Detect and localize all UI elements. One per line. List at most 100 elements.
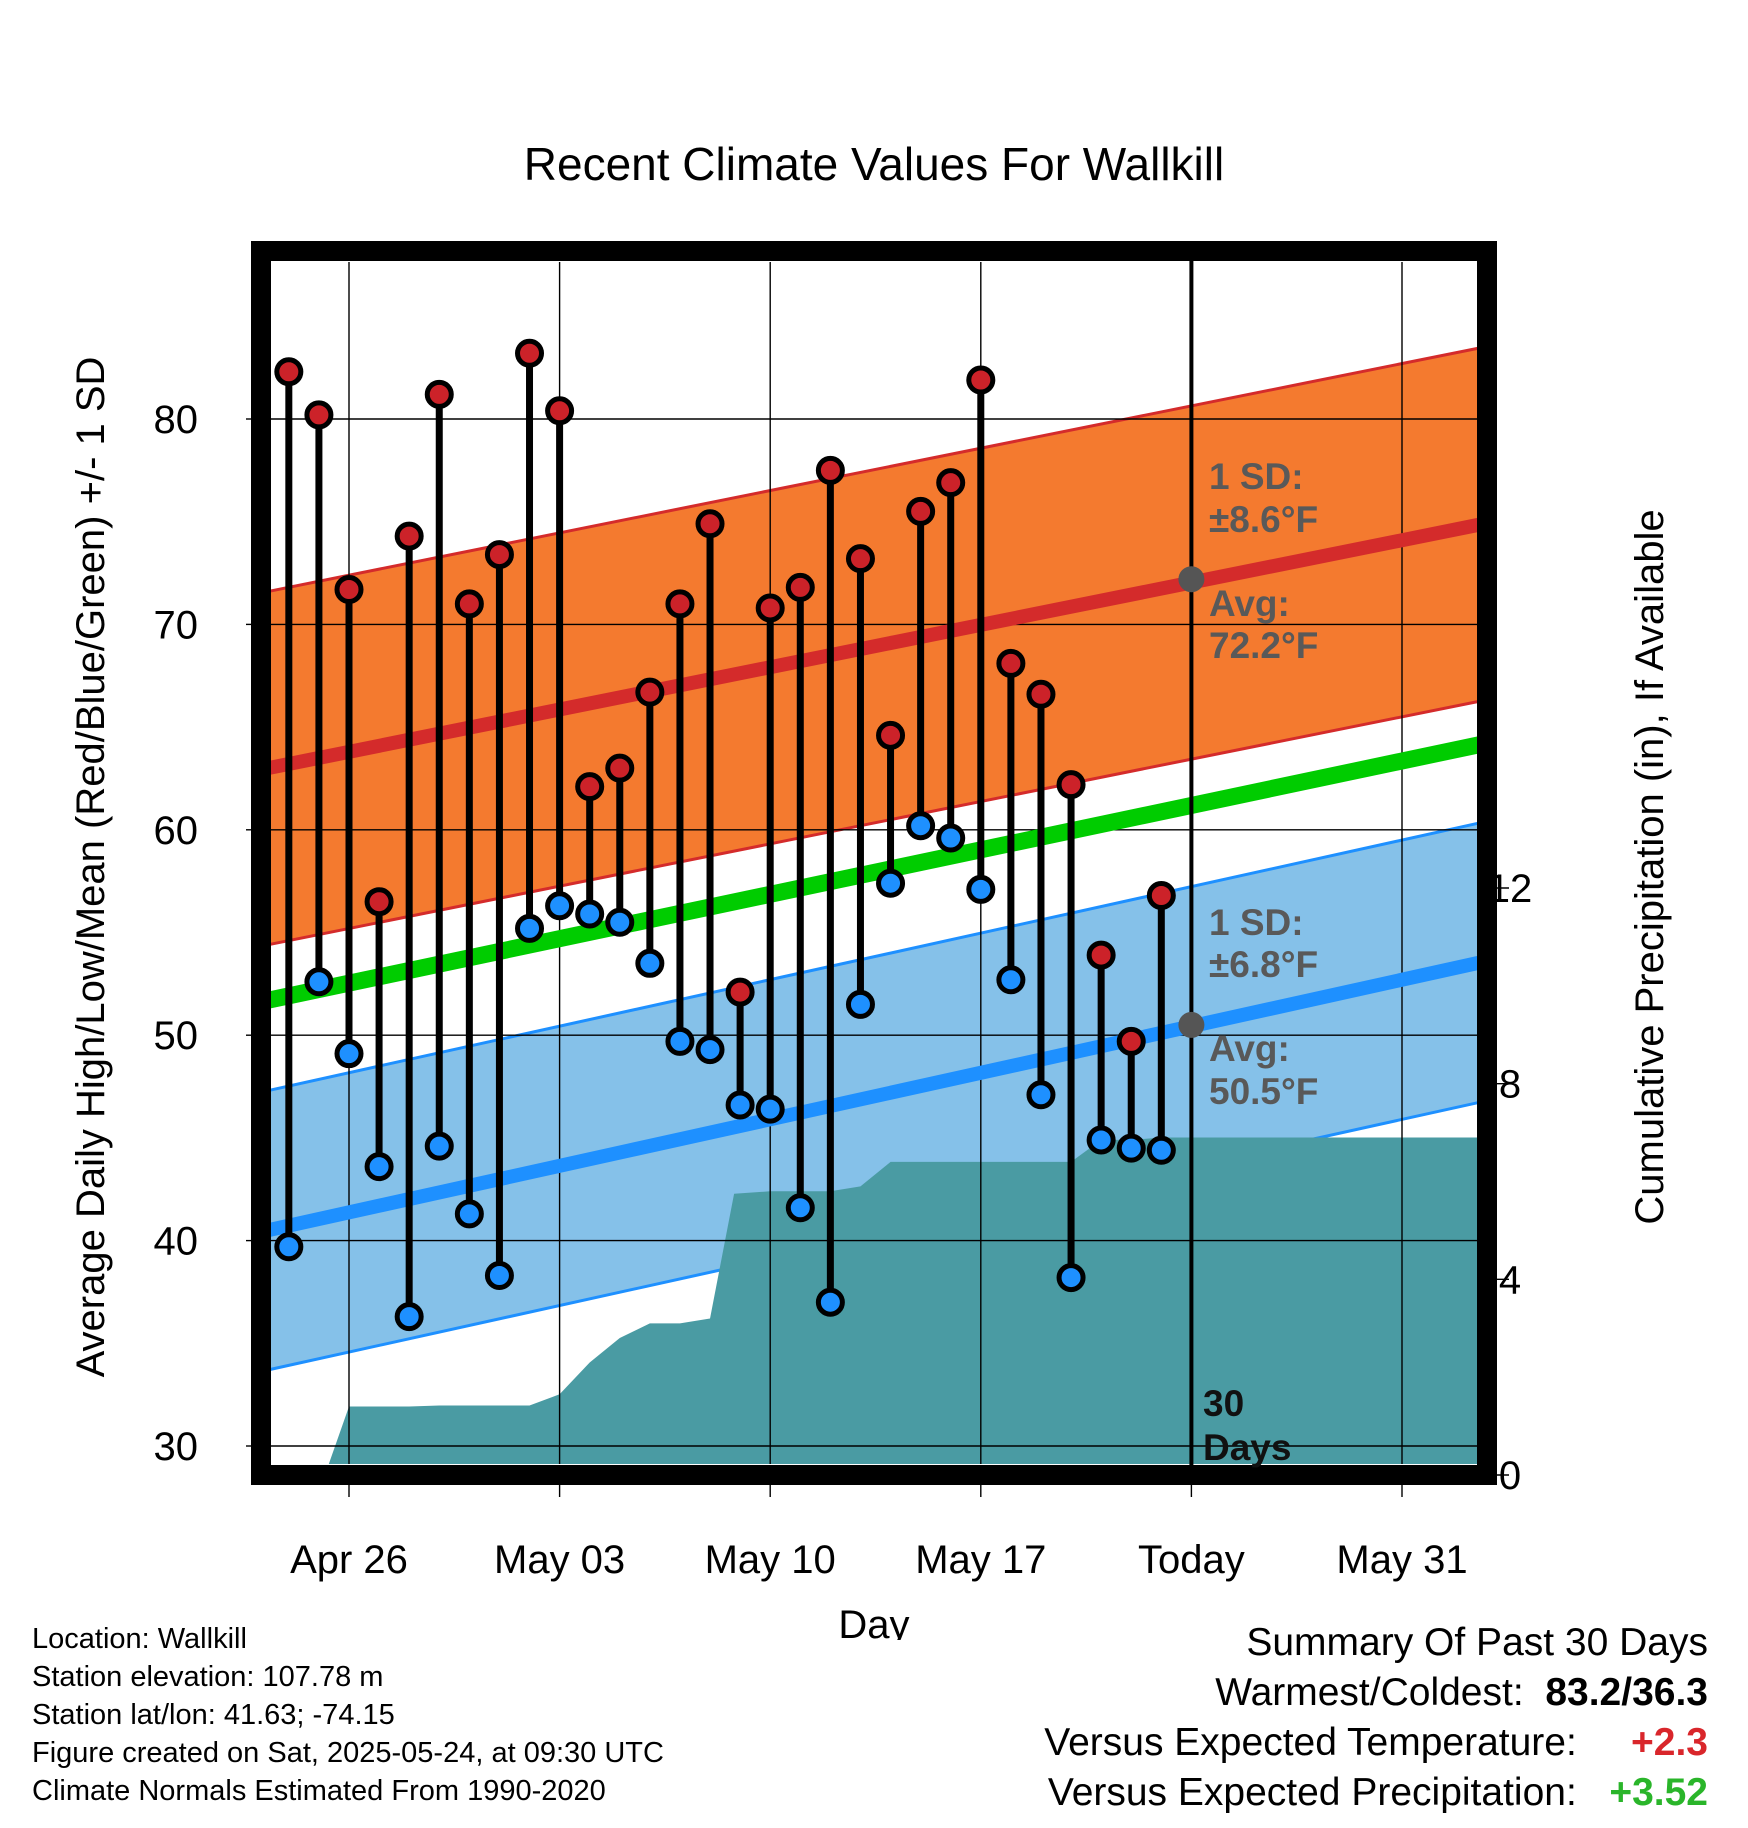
footer-created: Figure created on Sat, 2025-05-24, at 09… [32,1737,664,1769]
high-dot [1026,679,1056,709]
high-dot [906,496,936,526]
low-sd-label: 1 SD: [1209,902,1304,943]
high-dot [695,509,725,539]
low-dot [815,1287,845,1317]
low-dot [364,1152,394,1182]
xtick-label: Today [1138,1538,1245,1582]
low-dot [334,1039,364,1069]
xtick-label: May 03 [494,1538,625,1582]
high-dot [876,720,906,750]
low-sd-value: ±6.8°F [1209,944,1318,985]
footer-normals: Climate Normals Estimated From 1990-2020 [32,1775,606,1807]
high-dot [484,540,514,570]
high-dot [966,365,996,395]
low-dot [1116,1133,1146,1163]
plot-frame [251,241,1497,1485]
axis-ticks [246,315,1509,1497]
ytick-label: 50 [154,1014,199,1058]
high-sd-value: ±8.6°F [1209,499,1318,540]
low-dot [304,967,334,997]
low-dot [665,1026,695,1056]
y2tick-label: 0 [1499,1454,1521,1498]
high-dot [665,589,695,619]
high-dot [1086,940,1116,970]
ytick-label: 30 [154,1425,199,1469]
low-dot [755,1094,785,1124]
low-dot [695,1035,725,1065]
low-avg-value: 50.5°F [1209,1071,1318,1112]
xtick-label: May 31 [1336,1538,1467,1582]
footer-location: Location: Wallkill [32,1623,247,1655]
low-dot [876,868,906,898]
high-dot [515,338,545,368]
ytick-label: 80 [154,398,199,442]
high-dot [845,544,875,574]
precip-area [328,1137,1487,1464]
precip-layer [328,1137,1487,1464]
high-dot [1116,1026,1146,1056]
high-dot [364,887,394,917]
low-dot [424,1131,454,1161]
today-normal-low-dot [1178,1011,1205,1038]
low-dot [1026,1080,1056,1110]
axis-labels: 30 40 50 60 70 80 0 4 8 12 Apr 26 May 03 May 10 May 1… [69,138,1672,1640]
low-dot [966,874,996,904]
y2tick-label: 8 [1499,1063,1521,1107]
high-dot [635,677,665,707]
ytick-label: 40 [154,1220,199,1264]
low-dot [515,913,545,943]
high-dot [1056,770,1086,800]
today-marker [1178,251,1205,1475]
y2tick-label: 4 [1499,1258,1521,1302]
high-dot [394,521,424,551]
low-dot [484,1261,514,1291]
high-dot [274,357,304,387]
footer-elevation: Station elevation: 107.78 m [32,1661,384,1693]
high-dot [815,455,845,485]
summary-warm-cold-value: 83.2/36.3 [1545,1671,1708,1714]
summary-precip-label: Versus Expected Precipitation: [1047,1771,1577,1814]
high-dot [424,379,454,409]
xtick-label: Apr 26 [290,1538,408,1582]
footer-latlon: Station lat/lon: 41.63; -74.15 [32,1699,395,1731]
ytick-label: 60 [154,809,199,853]
high-dot [304,400,334,430]
xtick-label: May 10 [705,1538,836,1582]
y2tick-label: 12 [1488,867,1533,911]
normal-high-line [266,516,1487,776]
summary-heading: Summary Of Past 30 Days [1246,1621,1708,1664]
x-axis-label: Day [838,1603,909,1640]
low-avg-label: Avg: [1209,1028,1290,1069]
high-dot [755,593,785,623]
summary-panel: Summary Of Past 30 Days Warmest/Coldest:… [1044,1618,1708,1818]
low-dot [605,907,635,937]
low-dot [635,948,665,978]
daily-range-bars [274,338,1176,1332]
y-axis-label: Average Daily High/Low/Mean (Red/Blue/Gr… [69,357,113,1378]
normal-low-line [266,954,1487,1238]
normal-low-upper-edge [267,819,1487,1093]
low-dot [936,823,966,853]
low-dot [725,1090,755,1120]
summary-warm-cold-label: Warmest/Coldest: [1215,1671,1524,1714]
high-dot [605,753,635,783]
low-dot [575,899,605,929]
low-dot [1146,1135,1176,1165]
high-dot [545,396,575,426]
summary-precip-value: +3.52 [1609,1771,1708,1814]
high-dot [725,977,755,1007]
high-avg-value: 72.2°F [1209,625,1318,666]
low-dot [1056,1263,1086,1293]
low-dot [274,1232,304,1262]
high-sd-label: 1 SD: [1209,456,1304,497]
summary-temp-value: +2.3 [1631,1721,1708,1764]
xtick-label: May 17 [915,1538,1046,1582]
high-dot [1146,881,1176,911]
low-dot [845,989,875,1019]
plot-border [251,241,1497,1485]
low-dot [906,811,936,841]
low-dot [996,965,1026,995]
high-dot [785,572,815,602]
high-dot [575,772,605,802]
